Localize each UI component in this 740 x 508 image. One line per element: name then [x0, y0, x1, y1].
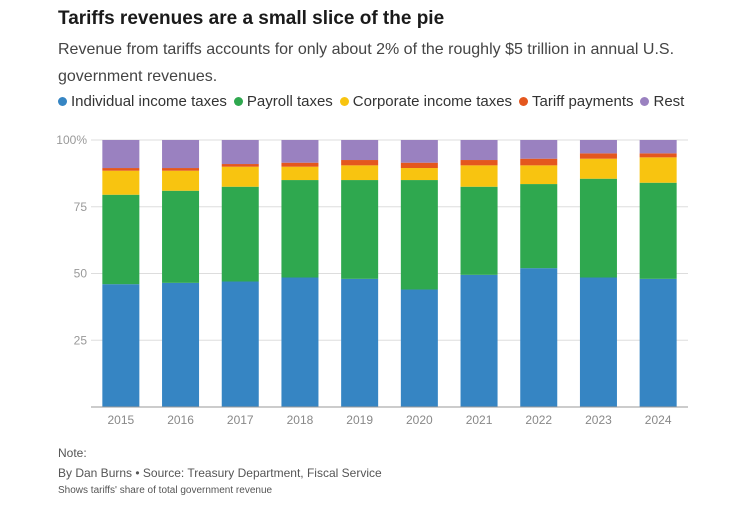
x-tick-label: 2018 [287, 413, 314, 427]
y-tick-label: 75 [74, 200, 88, 214]
x-tick-label: 2023 [585, 413, 612, 427]
bar-segment-corporate-income-taxes-2016 [162, 170, 200, 191]
note-label: Note: [58, 446, 87, 460]
bar-segment-tariff-payments-2021 [460, 160, 498, 166]
bar-segment-rest-2021 [460, 140, 498, 161]
chart-subtitle: Revenue from tariffs accounts for only a… [58, 41, 675, 85]
legend-swatch [233, 97, 243, 106]
legend-item-tariff-payments: Tariff payments [519, 93, 633, 110]
legend-label: Tariff payments [532, 93, 634, 110]
bar-segment-tariff-payments-2023 [579, 153, 617, 159]
bar-segment-tariff-payments-2017 [221, 164, 259, 167]
x-tick-label: 2017 [227, 413, 254, 427]
bar-segment-rest-2016 [162, 140, 200, 169]
x-tick-label: 2016 [167, 413, 194, 427]
chart-title: Tariffs revenues are a small slice of th… [58, 8, 445, 29]
legend-label: Corporate income taxes [352, 93, 513, 110]
bar-segment-rest-2022 [520, 140, 558, 159]
bar-segment-tariff-payments-2015 [102, 168, 140, 171]
bar-segment-corporate-income-taxes-2017 [221, 166, 259, 187]
legend-item-rest: Rest [640, 93, 684, 110]
bar-segment-payroll-taxes-2021 [460, 186, 498, 275]
bar-segment-tariff-payments-2022 [520, 158, 558, 166]
bar-segment-rest-2024 [639, 140, 677, 154]
y-tick-label: 25 [74, 333, 88, 347]
source-credit: By Dan Burns • Source: Treasury Departme… [58, 466, 382, 480]
bar-segment-corporate-income-taxes-2023 [579, 158, 617, 179]
legend-label: Individual income taxes [71, 93, 227, 110]
bar-segment-payroll-taxes-2017 [221, 186, 259, 282]
legend-swatch [519, 97, 529, 106]
bar-segment-tariff-payments-2018 [281, 162, 319, 167]
bar-segment-individual-income-taxes-2018 [281, 277, 319, 407]
bar-segment-payroll-taxes-2022 [520, 184, 558, 269]
x-tick-label: 2024 [645, 413, 672, 427]
x-tick-label: 2021 [466, 413, 493, 427]
legend-swatch [58, 97, 67, 106]
legend-item-payroll-taxes: Payroll taxes [233, 93, 333, 110]
bar-segment-payroll-taxes-2018 [281, 180, 319, 278]
legend-item-individual-income-taxes: Individual income taxes [58, 93, 227, 110]
legend-item-corporate-income-taxes: Corporate income taxes [339, 93, 513, 110]
x-tick-label: 2015 [107, 413, 134, 427]
legend-swatch [640, 97, 650, 106]
bar-segment-tariff-payments-2019 [341, 160, 379, 166]
legend: Individual income taxes Payroll taxes Co… [58, 93, 691, 110]
bar-segment-individual-income-taxes-2017 [221, 281, 259, 407]
bar-segment-payroll-taxes-2015 [102, 194, 140, 285]
bar-segment-rest-2015 [102, 140, 140, 169]
bar-segment-individual-income-taxes-2022 [520, 268, 558, 407]
x-tick-label: 2022 [525, 413, 552, 427]
bar-segment-corporate-income-taxes-2020 [400, 168, 438, 181]
bar-segment-payroll-taxes-2020 [400, 180, 438, 290]
bar-segment-corporate-income-taxes-2015 [102, 170, 140, 195]
bar-segment-rest-2023 [579, 140, 617, 154]
bar-segment-individual-income-taxes-2015 [102, 284, 140, 407]
bar-segment-individual-income-taxes-2021 [460, 274, 498, 407]
bar-segment-individual-income-taxes-2024 [639, 278, 677, 407]
chart-notes: Note: By Dan Burns • Source: Treasury De… [58, 446, 382, 496]
bar-segment-corporate-income-taxes-2022 [520, 165, 558, 185]
legend-label: Rest [653, 93, 685, 110]
bar-segment-individual-income-taxes-2016 [162, 282, 200, 407]
bar-segment-payroll-taxes-2023 [579, 178, 617, 278]
legend-swatch [339, 97, 349, 106]
y-tick-label: 50 [74, 267, 88, 281]
legend-label: Payroll taxes [246, 93, 333, 110]
x-tick-label: 2019 [346, 413, 373, 427]
bar-segment-corporate-income-taxes-2019 [341, 165, 379, 181]
bar-segment-individual-income-taxes-2020 [400, 289, 438, 407]
footnote: Shows tariffs' share of total government… [58, 485, 273, 496]
bar-segment-payroll-taxes-2024 [639, 182, 677, 279]
bar-segment-payroll-taxes-2019 [341, 180, 379, 279]
bar-segment-corporate-income-taxes-2024 [639, 157, 677, 183]
bar-segment-tariff-payments-2020 [400, 162, 438, 169]
bar-segment-rest-2018 [281, 140, 319, 163]
bar-segment-corporate-income-taxes-2018 [281, 166, 319, 181]
bar-segment-payroll-taxes-2016 [162, 190, 200, 283]
bar-segment-rest-2017 [221, 140, 259, 165]
y-tick-label: 100% [56, 133, 87, 147]
bar-segment-tariff-payments-2016 [162, 168, 200, 171]
bar-segment-rest-2019 [341, 140, 379, 161]
x-tick-label: 2020 [406, 413, 433, 427]
bar-segment-individual-income-taxes-2023 [579, 277, 617, 407]
bar-segment-rest-2020 [400, 140, 438, 163]
bar-segment-tariff-payments-2024 [639, 153, 677, 158]
bar-segment-individual-income-taxes-2019 [341, 278, 379, 407]
bar-segment-corporate-income-taxes-2021 [460, 165, 498, 187]
